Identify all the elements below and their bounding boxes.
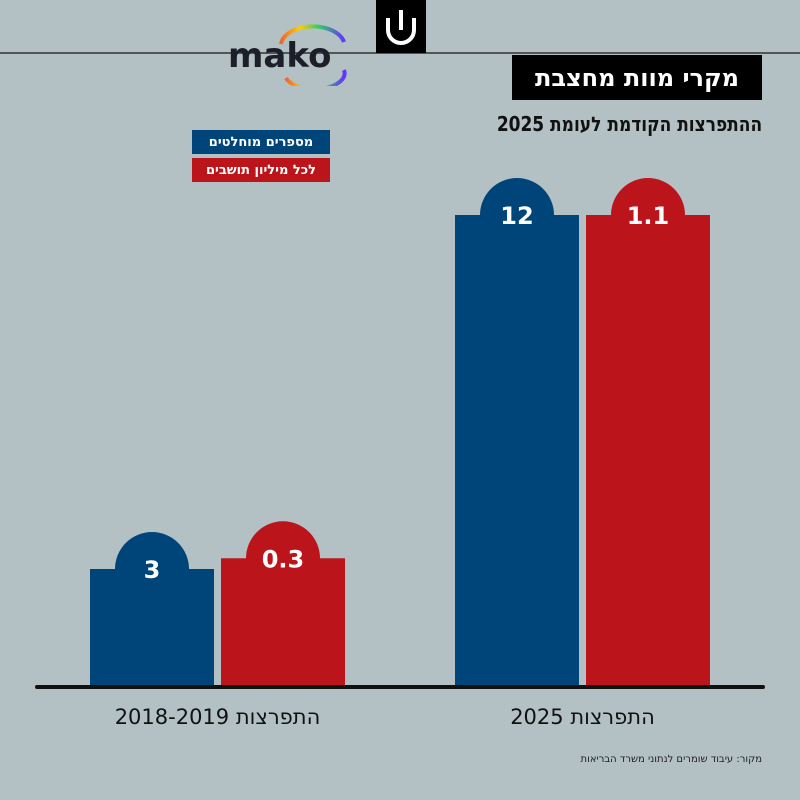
bar	[455, 215, 579, 687]
category-label: התפרצות 2018-2019	[115, 705, 321, 729]
legend-absolute: מספרים מוחלטים	[192, 130, 330, 154]
bar-value-label: 0.3	[262, 545, 305, 573]
svg-text:mako: mako	[228, 36, 331, 76]
bar	[586, 215, 710, 687]
bar	[221, 558, 345, 687]
legend-per-million: לכל מיליון תושבים	[192, 158, 330, 182]
bar	[90, 569, 214, 687]
bar-value-label: 3	[144, 556, 161, 584]
source-note: מקור: עיבוד שומרים לנתוני משרד הבריאות	[580, 754, 762, 765]
chart-title: מקרי מוות מחצבת	[512, 55, 762, 100]
category-label: התפרצות 2025	[510, 705, 655, 729]
header-divider	[0, 52, 800, 54]
channel-logo	[376, 0, 426, 53]
chart-subtitle: ההתפרצות הקודמת לעומת 2025	[496, 112, 762, 136]
baseline	[35, 685, 765, 689]
bar-value-label: 1.1	[627, 202, 670, 230]
bar-value-label: 12	[500, 202, 533, 230]
